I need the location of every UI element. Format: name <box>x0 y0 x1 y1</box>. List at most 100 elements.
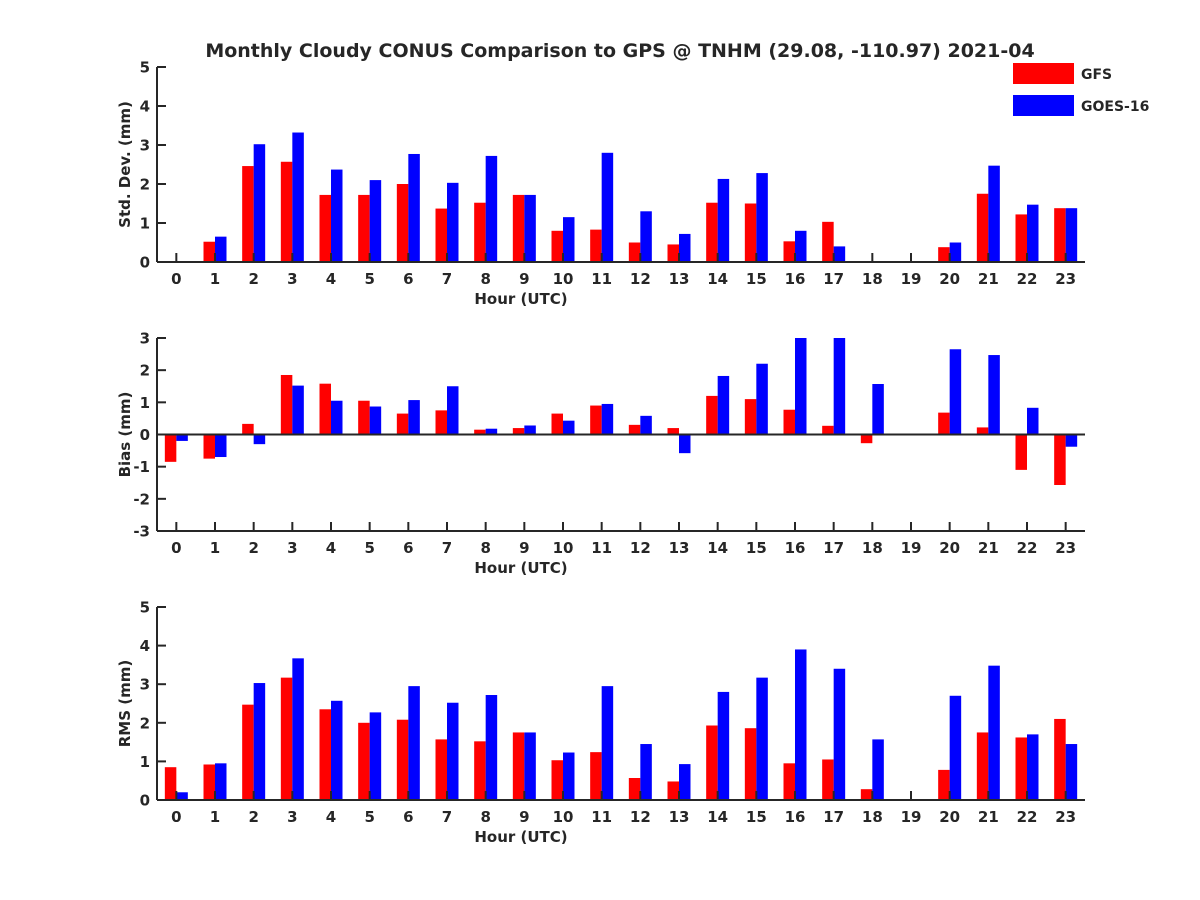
bar-gfs-hour-9 <box>512 194 525 262</box>
x-tick-label: 8 <box>480 270 490 288</box>
bar-gfs-hour-8 <box>474 741 486 800</box>
x-tick-label: 23 <box>1055 270 1076 288</box>
x-tick-label: 10 <box>553 808 574 826</box>
bar-goes-16-hour-22 <box>1027 734 1039 800</box>
bar-gfs-hour-22 <box>1015 214 1027 262</box>
bar-gfs-hour-22 <box>1015 737 1027 800</box>
x-tick-label: 19 <box>901 539 922 557</box>
x-tick-label: 3 <box>287 270 297 288</box>
x-tick-label: 18 <box>862 270 883 288</box>
bar-gfs-hour-16 <box>783 763 795 800</box>
bar-goes-16-hour-8 <box>485 155 498 262</box>
bar-gfs-hour-7 <box>435 410 447 435</box>
bar-goes-16-hour-15 <box>756 363 768 435</box>
x-tick-label: 1 <box>210 270 220 288</box>
x-tick-label: 20 <box>939 270 960 288</box>
x-tick-label: 11 <box>591 808 612 826</box>
bar-goes-16-hour-13 <box>679 434 691 454</box>
x-tick-label: 3 <box>287 808 297 826</box>
bar-goes-16-hour-11 <box>601 403 614 435</box>
bar-gfs-hour-14 <box>706 202 718 262</box>
bar-goes-16-hour-0 <box>176 792 188 800</box>
bar-gfs-hour-17 <box>822 425 834 435</box>
x-tick-label: 5 <box>364 539 374 557</box>
bar-gfs-hour-13 <box>667 244 679 262</box>
x-tick-label: 2 <box>248 270 258 288</box>
bar-gfs-hour-12 <box>628 778 641 800</box>
bar-goes-16-hour-5 <box>369 180 382 262</box>
bar-gfs-hour-1 <box>203 434 215 459</box>
bar-goes-16-hour-10 <box>563 217 575 262</box>
bar-gfs-hour-23 <box>1054 718 1066 800</box>
bar-gfs-hour-16 <box>783 409 795 435</box>
bar-goes-16-hour-1 <box>215 434 227 458</box>
bar-goes-16-hour-20 <box>949 242 962 262</box>
bar-gfs-hour-2 <box>242 166 254 262</box>
bar-goes-16-hour-23 <box>1065 208 1078 262</box>
bar-gfs-hour-7 <box>435 208 447 262</box>
bar-goes-16-hour-21 <box>988 665 1000 800</box>
y-tick-label: 1 <box>140 394 150 412</box>
x-tick-label: 7 <box>442 270 452 288</box>
x-tick-label: 1 <box>210 539 220 557</box>
chart-title: Monthly Cloudy CONUS Comparison to GPS @… <box>205 40 1034 62</box>
bar-gfs-hour-5 <box>358 400 370 435</box>
bar-goes-16-hour-4 <box>331 169 343 262</box>
bar-goes-16-hour-6 <box>408 686 420 800</box>
bar-goes-16-hour-2 <box>253 144 266 262</box>
y-tick-label: 0 <box>140 792 150 810</box>
bar-gfs-hour-3 <box>280 161 293 262</box>
bar-gfs-hour-11 <box>590 229 602 262</box>
bar-gfs-hour-6 <box>396 719 409 800</box>
bar-goes-16-hour-16 <box>795 649 807 800</box>
x-tick-label: 11 <box>591 270 612 288</box>
bar-gfs-hour-6 <box>396 184 409 262</box>
x-tick-label: 2 <box>248 808 258 826</box>
x-tick-label: 14 <box>707 539 728 557</box>
bar-goes-16-hour-15 <box>756 677 768 800</box>
bar-goes-16-hour-4 <box>331 400 343 435</box>
x-tick-label: 0 <box>171 539 181 557</box>
x-tick-label: 6 <box>403 539 413 557</box>
bar-goes-16-hour-16 <box>795 230 807 262</box>
bar-gfs-hour-23 <box>1054 434 1066 485</box>
x-tick-label: 19 <box>901 270 922 288</box>
x-axis-label: Hour (UTC) <box>474 828 567 846</box>
x-tick-label: 5 <box>364 808 374 826</box>
bar-gfs-hour-20 <box>938 769 950 800</box>
x-tick-label: 13 <box>669 808 690 826</box>
x-tick-label: 17 <box>823 539 844 557</box>
bar-gfs-hour-1 <box>203 764 215 800</box>
bar-goes-16-hour-22 <box>1027 204 1039 262</box>
bar-goes-16-hour-23 <box>1065 744 1078 800</box>
x-tick-label: 15 <box>746 808 767 826</box>
bar-goes-16-hour-22 <box>1027 407 1039 435</box>
bar-gfs-hour-4 <box>319 194 331 262</box>
y-tick-label: -2 <box>133 490 150 508</box>
bar-goes-16-hour-13 <box>679 233 691 262</box>
y-tick-label: 2 <box>140 714 150 732</box>
bar-gfs-hour-15 <box>744 203 757 262</box>
x-axis-label: Hour (UTC) <box>474 559 567 577</box>
x-tick-label: 6 <box>403 808 413 826</box>
x-tick-label: 20 <box>939 808 960 826</box>
bar-goes-16-hour-0 <box>176 434 188 441</box>
x-tick-label: 16 <box>785 808 806 826</box>
bar-gfs-hour-0 <box>164 767 177 800</box>
legend-label-goes-16: GOES-16 <box>1081 99 1149 115</box>
x-tick-label: 4 <box>326 808 336 826</box>
x-tick-label: 21 <box>978 808 999 826</box>
bar-gfs-hour-4 <box>319 709 331 800</box>
x-tick-label: 23 <box>1055 808 1076 826</box>
x-tick-label: 19 <box>901 808 922 826</box>
bar-goes-16-hour-11 <box>601 686 614 800</box>
bar-gfs-hour-6 <box>396 413 409 435</box>
y-tick-label: 3 <box>140 137 150 155</box>
bar-gfs-hour-1 <box>203 241 215 262</box>
x-tick-label: 8 <box>480 539 490 557</box>
bar-goes-16-hour-8 <box>485 695 498 800</box>
x-tick-label: 15 <box>746 539 767 557</box>
